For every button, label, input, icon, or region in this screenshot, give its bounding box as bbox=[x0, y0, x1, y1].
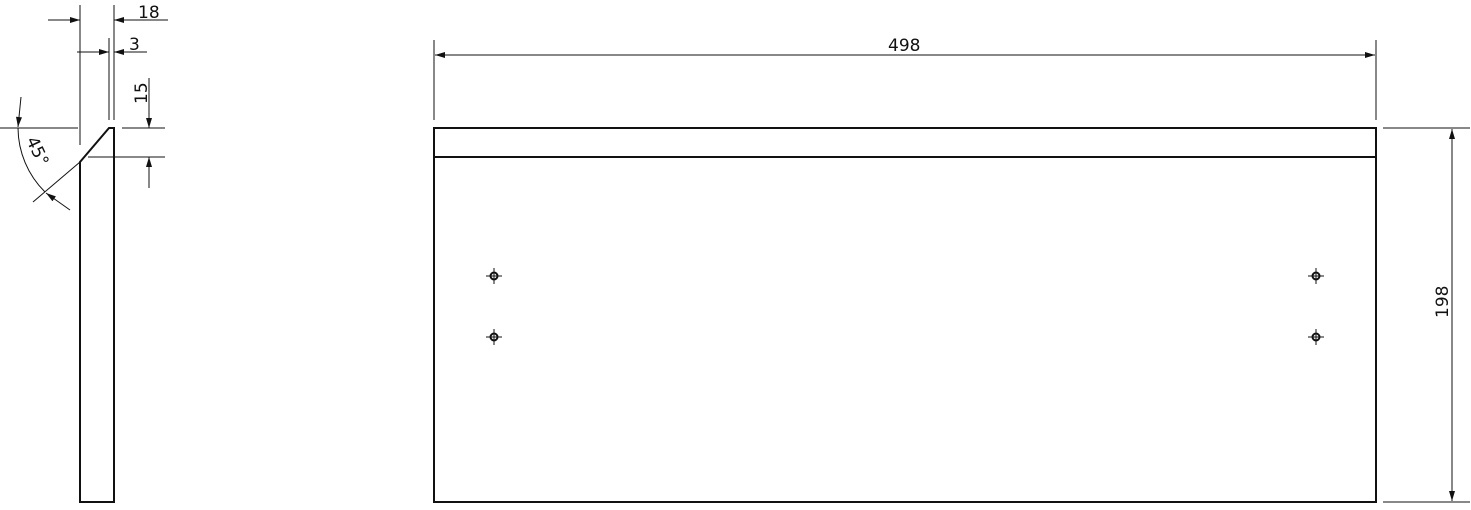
angle-arc bbox=[17, 127, 46, 193]
hole-mark bbox=[486, 268, 502, 284]
height-dimension-label: 198 bbox=[1433, 286, 1453, 318]
hole-mark bbox=[1308, 268, 1324, 284]
chamfer-dimension-label: 3 bbox=[129, 35, 140, 55]
dimension-arrow bbox=[45, 192, 71, 211]
side-profile bbox=[79, 127, 115, 503]
chamfer-height-dimension-label: 15 bbox=[132, 82, 152, 104]
side-view: 18 3 15 45° bbox=[0, 3, 168, 503]
length-dimension-label: 498 bbox=[888, 36, 920, 56]
dimension-arrow bbox=[16, 96, 22, 128]
front-profile bbox=[433, 127, 1377, 503]
extension-line bbox=[32, 161, 81, 203]
width-dimension-label: 18 bbox=[138, 3, 160, 23]
holes bbox=[486, 268, 1324, 345]
hole-mark bbox=[486, 329, 502, 345]
hole-mark bbox=[1308, 329, 1324, 345]
front-view: 498 198 bbox=[433, 36, 1470, 503]
